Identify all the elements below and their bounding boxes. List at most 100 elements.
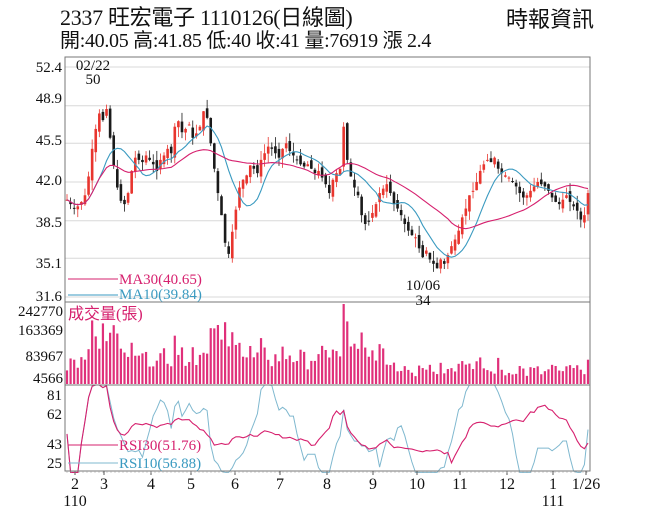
candle-body xyxy=(478,170,482,184)
volume-bar xyxy=(119,348,122,384)
candle-body xyxy=(392,192,396,205)
candle-body xyxy=(310,160,313,169)
chart-title: 2337 旺宏電子 1110126(日線圖) xyxy=(60,5,353,30)
volume-bar xyxy=(374,360,378,384)
volume-bar xyxy=(288,355,291,384)
volume-bar xyxy=(227,346,230,384)
volume-bar xyxy=(443,373,446,384)
price-grid xyxy=(65,66,590,298)
volume-bar xyxy=(245,357,248,384)
candle-body xyxy=(349,162,353,177)
volume-bar xyxy=(321,345,324,384)
candle-body xyxy=(87,176,90,195)
candle-body xyxy=(468,195,471,212)
x-tick-label: 12 xyxy=(499,476,515,493)
ma10-legend: MA10(39.84) xyxy=(119,287,202,303)
candle-body xyxy=(162,155,166,165)
volume-bar xyxy=(191,347,194,384)
candle-body xyxy=(126,193,130,203)
volume-bar xyxy=(198,354,202,384)
candle-body xyxy=(335,173,338,182)
ma30-line xyxy=(66,149,589,230)
volume-bar xyxy=(184,365,187,384)
candle-body xyxy=(277,148,281,158)
volume-bar xyxy=(515,373,518,384)
candle-body xyxy=(435,262,439,269)
candle-body xyxy=(460,217,464,235)
candle-body xyxy=(116,169,119,188)
volume-bar xyxy=(543,371,546,384)
volume-tick: 4566 xyxy=(33,371,64,387)
volume-bar xyxy=(504,375,507,384)
candle-body xyxy=(292,151,295,156)
candle-body xyxy=(557,201,561,205)
volume-bar xyxy=(576,365,579,384)
candle-body xyxy=(525,195,529,198)
volume-bar xyxy=(180,347,184,384)
candle-body xyxy=(507,177,511,179)
candle-body xyxy=(83,195,87,205)
volume-bar xyxy=(123,352,126,384)
volume-bar xyxy=(400,370,403,384)
candle-body xyxy=(195,133,198,137)
volume-bar xyxy=(69,358,72,384)
candle-body xyxy=(338,168,342,175)
candle-body xyxy=(489,158,493,163)
volume-bar xyxy=(295,360,299,384)
candle-body xyxy=(234,209,238,230)
volume-bar xyxy=(446,369,449,384)
volume-bar xyxy=(346,321,349,384)
volume-bar xyxy=(234,344,237,384)
high-value-annotation: 50 xyxy=(86,72,101,88)
x-tick-label: 11 xyxy=(452,476,467,493)
volume-bars xyxy=(65,304,590,384)
volume-bar xyxy=(547,369,550,384)
volume-bar xyxy=(277,361,281,384)
low-date-annotation: 10/06 xyxy=(406,278,441,294)
volume-bar xyxy=(382,348,385,384)
candle-body xyxy=(410,229,414,236)
rsi-tick: 81 xyxy=(47,388,62,404)
volume-tick: 83967 xyxy=(26,349,64,365)
volume-bar xyxy=(306,369,309,384)
candle-body xyxy=(259,159,263,177)
candle-body xyxy=(288,141,292,152)
candle-body xyxy=(180,121,184,133)
volume-bar xyxy=(141,353,144,384)
candle-body xyxy=(442,261,446,264)
candle-body xyxy=(216,171,220,194)
volume-tick: 242770 xyxy=(18,304,63,320)
candle-body xyxy=(98,113,101,132)
volume-bar xyxy=(91,320,94,384)
volume-bar xyxy=(367,356,370,384)
candle-body xyxy=(227,246,230,254)
candle-body xyxy=(565,195,568,198)
candle-body xyxy=(169,146,173,154)
volume-bar xyxy=(83,359,87,384)
candle-body xyxy=(439,259,442,269)
rsi30-legend: RSI30(51.76) xyxy=(119,438,201,454)
candle-body xyxy=(475,182,478,191)
volume-bar xyxy=(87,349,90,384)
x-tick-label: 1 xyxy=(549,476,557,493)
volume-bar xyxy=(486,370,489,384)
volume-bar xyxy=(155,360,158,384)
candle-body xyxy=(518,186,522,194)
volume-bar xyxy=(522,368,525,384)
candle-body xyxy=(327,184,331,194)
volume-bar xyxy=(166,363,169,384)
volume-bar xyxy=(461,361,464,384)
volume-bar xyxy=(109,332,112,384)
candle-body xyxy=(356,191,360,196)
candle-body xyxy=(417,235,421,249)
candle-body xyxy=(378,193,381,203)
candle-body xyxy=(177,121,180,128)
ma30-legend: MA30(40.65) xyxy=(119,272,202,288)
price-candles xyxy=(65,99,590,274)
volume-bar xyxy=(80,357,83,384)
candle-body xyxy=(137,153,141,160)
candle-body xyxy=(76,206,80,210)
candle-body xyxy=(166,148,169,158)
candle-body xyxy=(270,147,274,149)
